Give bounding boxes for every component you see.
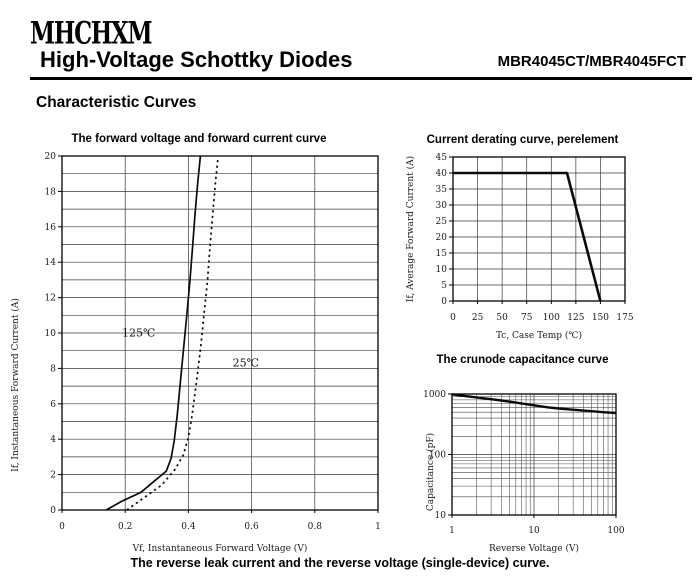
y-tick-label: 35: [436, 185, 448, 195]
x-tick-label: 75: [521, 313, 533, 323]
y-tick-label: 4: [50, 435, 56, 445]
y-tick-label: 0: [441, 297, 447, 307]
x-tick-label: 175: [616, 313, 633, 323]
x-axis-label: Tc, Case Temp (℃): [496, 330, 582, 341]
y-axis-label: If, Instantaneous Forward Current (A): [10, 298, 21, 472]
y-tick-label: 18: [45, 187, 57, 197]
x-tick-label: 150: [592, 313, 609, 323]
series-125℃: [105, 155, 202, 511]
x-tick-label: 125: [567, 313, 584, 323]
section-heading: Characteristic Curves: [36, 94, 197, 111]
y-tick-label: 2: [50, 471, 56, 481]
x-tick-label: 0: [450, 313, 456, 323]
y-tick-label: 10: [435, 511, 447, 521]
series-derating: [453, 171, 602, 302]
y-tick-label: 100: [429, 451, 446, 461]
current-derating-chart: 0 25 50 75 100 125 150 175 0 5 10 15 20 25 30 35 40 45 Tc,…: [405, 153, 634, 341]
y-tick-label: 20: [45, 152, 57, 162]
y-tick-label: 25: [436, 217, 448, 227]
y-tick-label: 14: [45, 258, 57, 268]
x-tick-label: 1: [375, 522, 381, 532]
y-axis-label: Capacitance (pF): [425, 433, 436, 511]
x-tick-label: 1: [449, 526, 455, 536]
part-number: MBR4045CT/MBR4045FCT: [497, 53, 686, 71]
y-tick-label: 16: [45, 223, 57, 233]
y-tick-label: 12: [45, 294, 56, 304]
chart-title-forward-curve: The forward voltage and forward current …: [71, 133, 327, 145]
y-tick-label: 8: [50, 364, 56, 374]
x-tick-label: 0: [59, 522, 65, 532]
y-tick-label: 10: [45, 329, 57, 339]
curve-label: 25℃: [233, 357, 259, 370]
page-title: High-Voltage Schottky Diodes: [40, 47, 353, 72]
y-tick-label: 15: [436, 249, 448, 259]
y-tick-label: 1000: [423, 390, 446, 400]
brand-logo: MHCHXM: [30, 15, 153, 51]
x-tick-label: 100: [543, 313, 560, 323]
y-tick-label: 5: [441, 281, 447, 291]
y-tick-label: 6: [50, 400, 56, 410]
chart-title-derating-curve: Current derating curve, perelement: [426, 134, 619, 146]
x-tick-label: 100: [607, 526, 624, 536]
x-axis-label: Vf, Instantaneous Forward Voltage (V): [132, 543, 308, 554]
x-tick-label: 10: [528, 526, 540, 536]
y-tick-label: 0: [50, 506, 56, 516]
x-tick-label: 25: [472, 313, 484, 323]
x-tick-label: 0.8: [308, 522, 323, 532]
y-tick-label: 20: [436, 233, 448, 243]
x-tick-label: 0.2: [118, 522, 132, 532]
y-tick-label: 10: [436, 265, 448, 275]
y-axis-label: If, Average Forward Current (A): [405, 156, 416, 302]
x-tick-label: 0.4: [181, 522, 196, 532]
curve-label: 125℃: [122, 327, 155, 340]
y-tick-label: 30: [436, 201, 448, 211]
y-tick-label: 45: [436, 153, 448, 163]
chart-title-capacitance-curve: The crunode capacitance curve: [436, 354, 609, 366]
figure-caption: The reverse leak current and the reverse…: [130, 556, 550, 570]
header-title-row: High-Voltage Schottky Diodes MBR4045CT/M…: [30, 47, 692, 81]
x-tick-label: 0.6: [244, 522, 259, 532]
x-axis-label: Reverse Voltage (V): [489, 543, 579, 554]
plot-frame: [452, 156, 626, 302]
x-tick-label: 50: [496, 313, 508, 323]
y-tick-label: 40: [436, 169, 448, 179]
series-capacitance: [451, 393, 617, 415]
